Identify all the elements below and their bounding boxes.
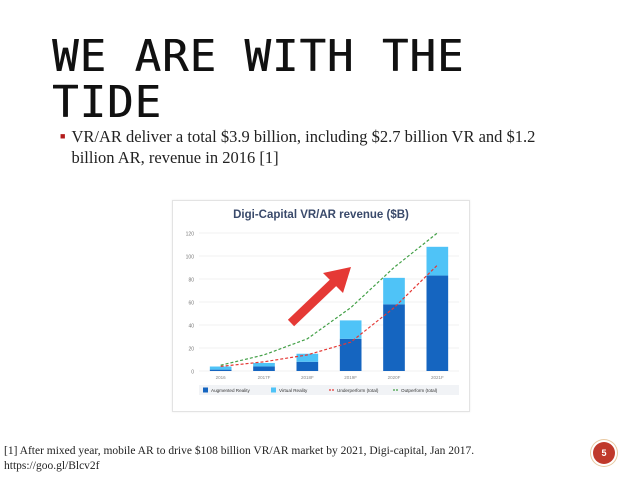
chart-title: Digi-Capital VR/AR revenue ($B) [233,209,409,221]
bar-virtual-reality [209,366,232,370]
arrow-shaft [287,277,339,327]
bar-virtual-reality [426,246,449,276]
footnote-citation: [1] After mixed year, mobile AR to drive… [4,445,475,457]
page-number-badge: 5 [593,442,615,464]
x-tick-label: 2016 [216,375,227,380]
bar-virtual-reality [253,362,275,367]
arrow-head [323,267,351,293]
bar-augmented-reality [296,361,319,371]
slide-title-line2: TIDE [52,77,162,128]
slide-title-line1: WE ARE WITH THE [52,31,465,82]
chart-figure: 0 20 40 60 80 100 120 2016 2017F 2018F 2019F 2020F 2… [172,200,470,412]
bar-augmented-reality [209,369,232,371]
revenue-chart: 0 20 40 60 80 100 120 2016 2017F 2018F 2019F 2020F 2… [186,232,459,395]
y-tick-label: 120 [186,232,195,238]
x-tick-label: 2020F [388,375,401,380]
legend-swatch [271,387,276,393]
bar-virtual-reality [383,277,405,305]
y-tick-label: 40 [188,324,194,330]
red-arrow-icon [287,267,351,327]
bar-virtual-reality [339,320,362,339]
legend-label: Virtual Reality [279,388,308,393]
legend-label: Outperform (total) [401,388,438,393]
legend-label: Underperform (total) [337,388,379,393]
x-tick-label: 2019F [344,375,357,380]
footnote-link[interactable]: https://goo.gl/Blcv2f [4,460,100,472]
y-tick-label: 20 [188,347,194,353]
bar-virtual-reality [296,353,319,362]
bar-augmented-reality [253,366,275,371]
bar-augmented-reality [383,304,405,371]
x-tick-label: 2017F [258,375,271,380]
y-tick-label: 80 [188,278,194,284]
bar-augmented-reality [426,275,449,371]
outperform-line [220,232,438,366]
bullet-text: VR/AR deliver a total $3.9 billion, incl… [71,127,536,167]
slide-title: WE ARE WITH THE TIDE [52,34,492,126]
bar-augmented-reality [339,338,362,371]
legend-label: Augmented Reality [211,388,251,393]
square-bullet-icon: ■ [60,131,66,141]
y-tick-label: 0 [191,370,194,376]
footnote: [1] After mixed year, mobile AR to drive… [4,444,584,474]
underperform-line [220,264,438,367]
legend-swatch [203,387,208,393]
x-tick-label: 2021F [431,375,444,380]
y-tick-label: 100 [186,255,195,261]
bullet-item: ■ VR/AR deliver a total $3.9 billion, in… [60,126,580,168]
y-tick-label: 60 [188,301,194,307]
x-tick-label: 2018F [301,375,314,380]
